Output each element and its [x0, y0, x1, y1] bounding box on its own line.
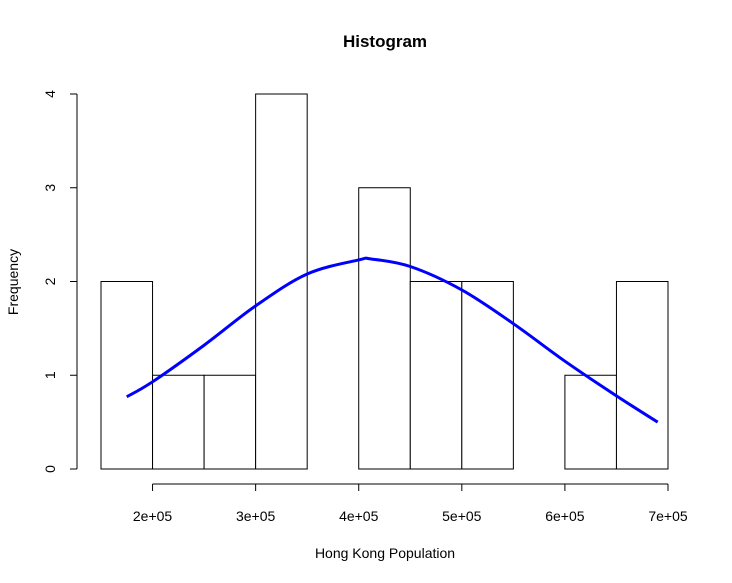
x-tick-label: 7e+05: [648, 508, 688, 524]
x-tick-label: 3e+05: [236, 508, 276, 524]
x-tick-label: 2e+05: [133, 508, 173, 524]
y-axis: 0 1 2 3 4: [42, 90, 78, 473]
x-axis: 2e+05 3e+05 4e+05 5e+05 6e+05 7e+05: [133, 483, 688, 524]
histogram-bar: [615, 281, 669, 470]
histogram-bar: [152, 374, 205, 470]
y-tick-label: 1: [42, 371, 58, 379]
chart-title: Histogram: [343, 32, 427, 51]
x-axis-label: Hong Kong Population: [315, 545, 455, 561]
histogram-bar: [409, 281, 463, 470]
y-tick-label: 3: [42, 184, 58, 192]
y-axis-label: Frequency: [5, 249, 21, 315]
x-tick-label: 4e+05: [339, 508, 379, 524]
histogram-bars: [100, 93, 669, 470]
x-tick-label: 5e+05: [442, 508, 482, 524]
histogram-bar: [358, 187, 411, 470]
density-curve-layer: [126, 256, 659, 424]
y-tick-label: 4: [42, 90, 58, 98]
x-tick-label: 6e+05: [545, 508, 585, 524]
y-tick-label: 2: [42, 277, 58, 285]
histogram-bar: [255, 93, 308, 470]
y-tick-label: 0: [42, 465, 58, 473]
histogram-bar: [100, 281, 154, 470]
density-curve: [126, 256, 659, 424]
histogram-bar: [203, 374, 257, 470]
histogram-bar: [461, 281, 514, 470]
